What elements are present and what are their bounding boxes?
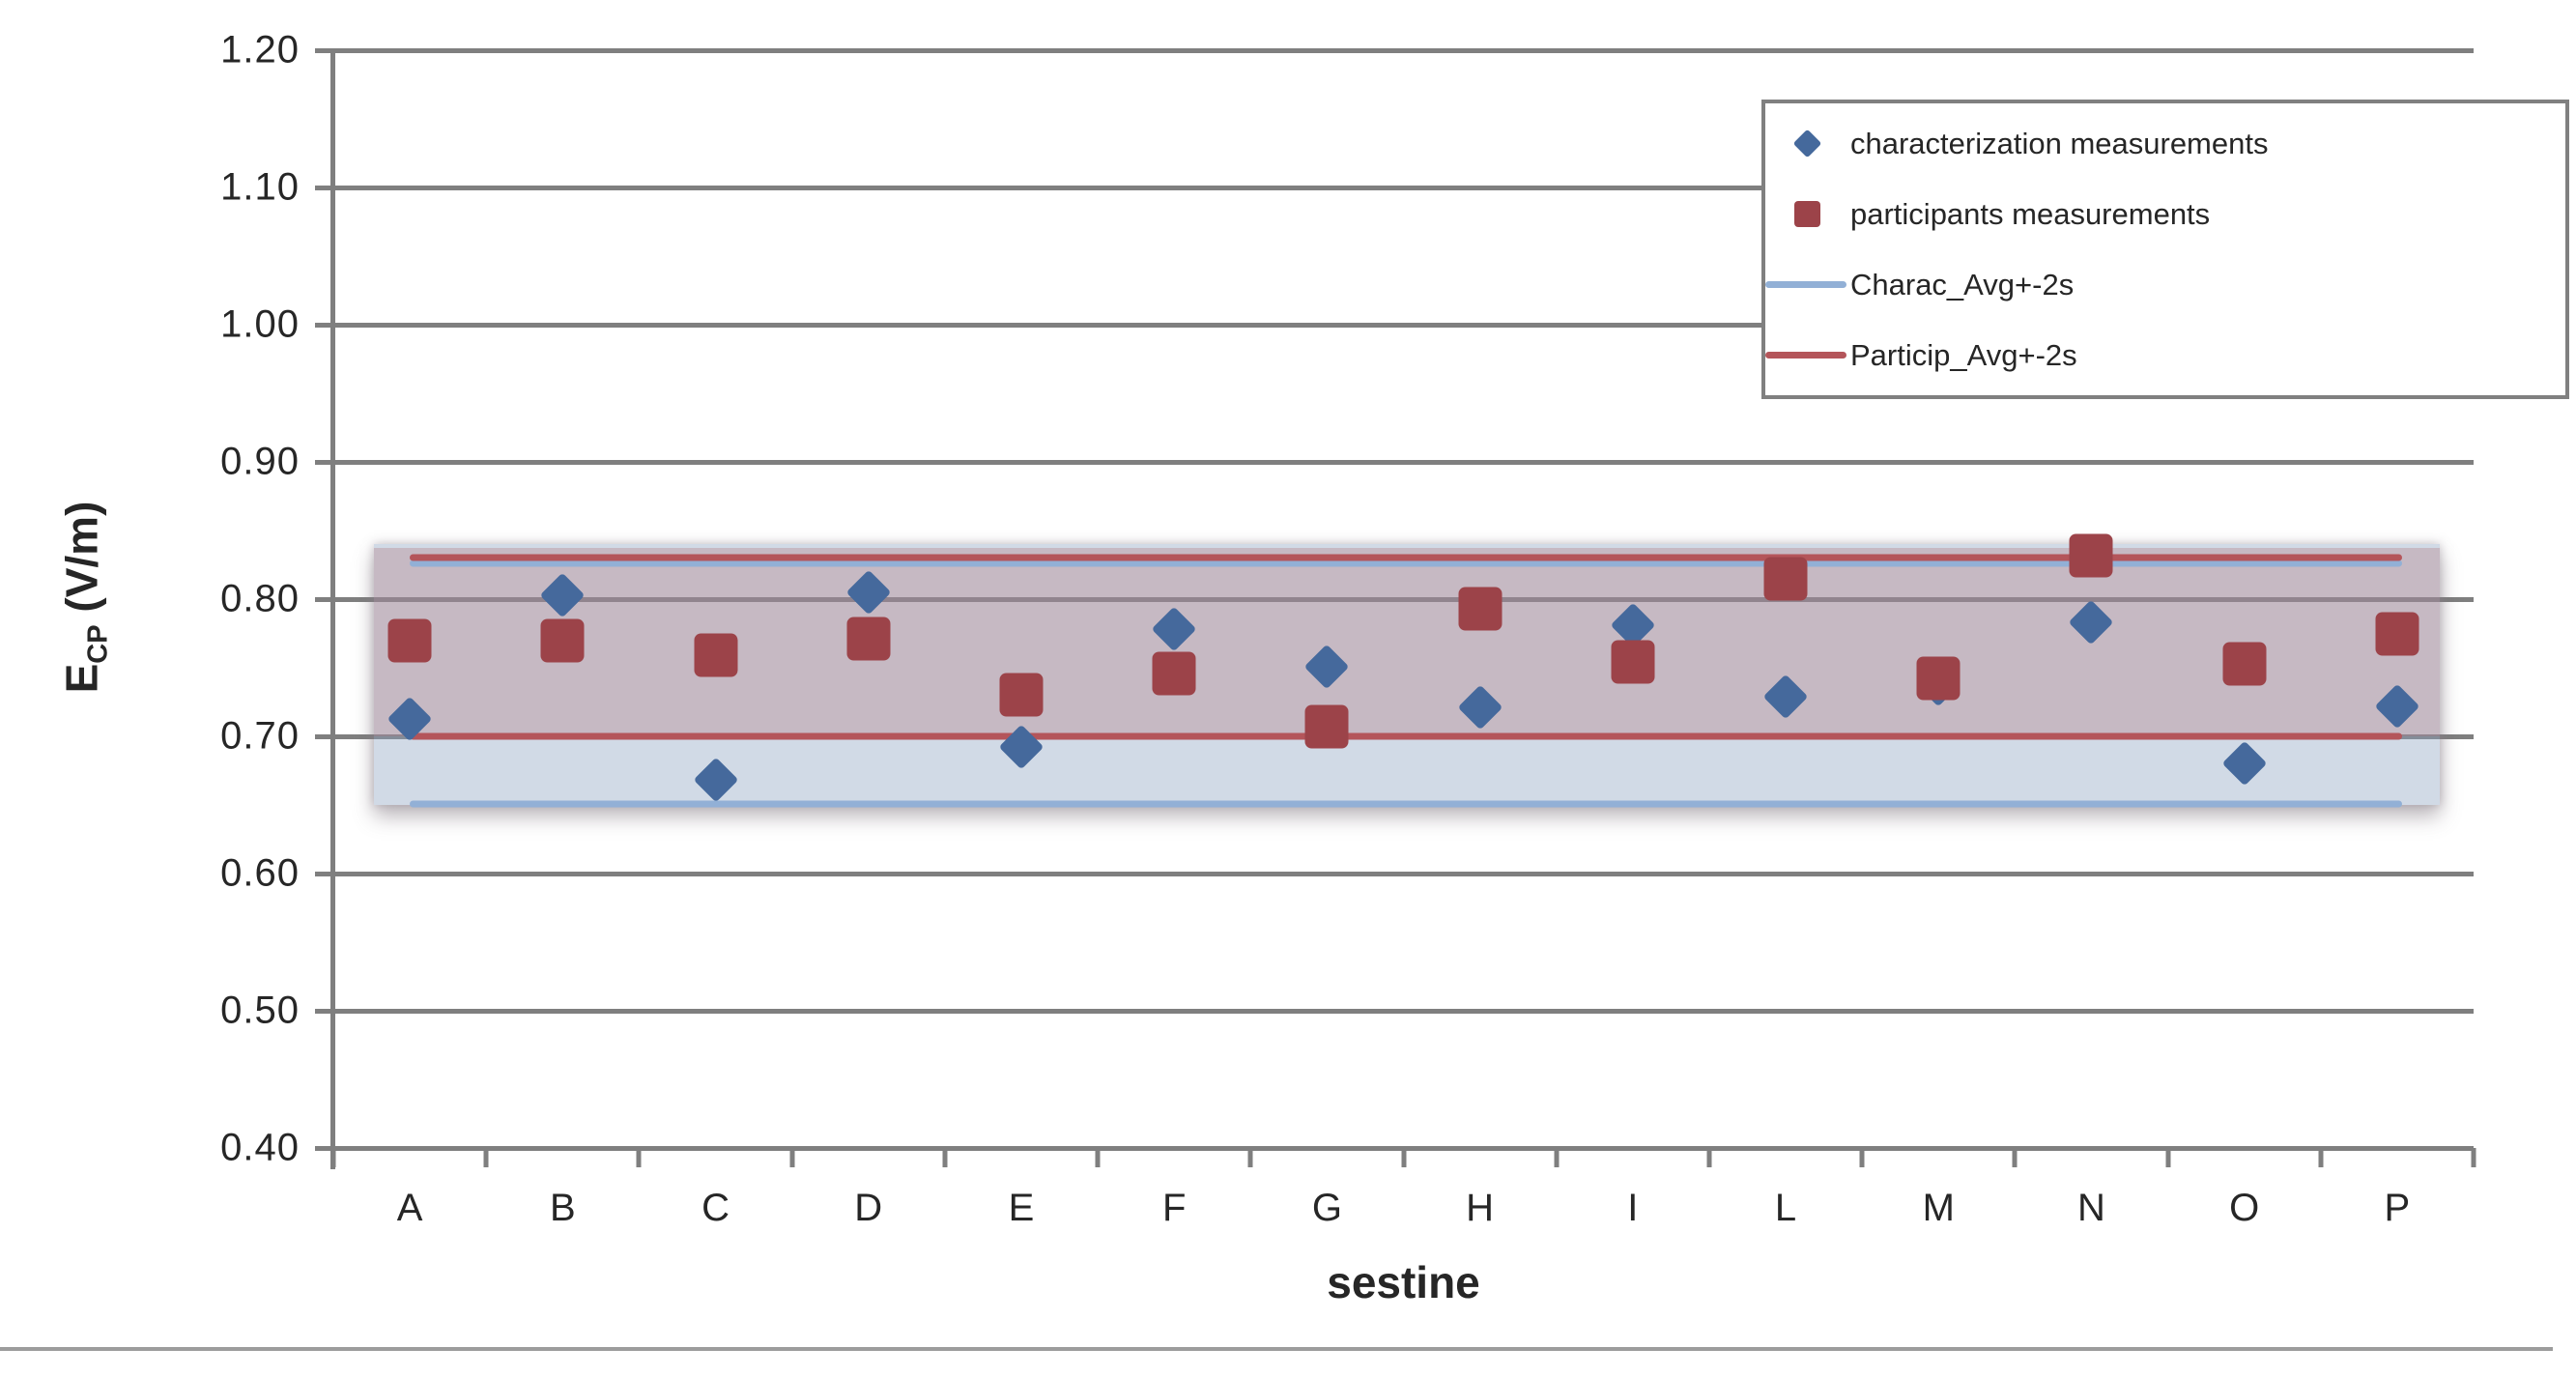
x-tick-label: M bbox=[1922, 1187, 1955, 1229]
x-tick-label: N bbox=[2077, 1187, 2105, 1229]
y-axis-tick bbox=[315, 1009, 333, 1014]
x-tick-label: F bbox=[1161, 1187, 1187, 1229]
legend-item-charac-avg: Charac_Avg+-2s bbox=[1765, 249, 2565, 320]
y-tick-label: 0.60 bbox=[220, 851, 300, 895]
square-marker bbox=[999, 673, 1044, 717]
y-axis-title: ECP (V/m) bbox=[55, 502, 114, 694]
y-tick-label: 0.70 bbox=[220, 714, 300, 758]
x-tick-label: A bbox=[396, 1187, 423, 1229]
x-axis-tick bbox=[1095, 1148, 1101, 1167]
particip-avg-line-lower bbox=[409, 732, 2402, 740]
x-axis-tick bbox=[2165, 1148, 2171, 1167]
square-marker bbox=[1304, 704, 1349, 749]
x-axis-tick bbox=[330, 1148, 336, 1167]
x-axis-tick bbox=[942, 1148, 948, 1167]
y-axis-tick bbox=[315, 460, 333, 465]
red-line-swatch-icon bbox=[1765, 352, 1846, 359]
x-axis-tick bbox=[636, 1148, 642, 1167]
blue-line-swatch-icon bbox=[1765, 281, 1846, 288]
x-tick-label: I bbox=[1627, 1187, 1639, 1229]
charac-avg-line-lower bbox=[409, 800, 2402, 808]
legend-item-participants: participants measurements bbox=[1765, 179, 2565, 249]
x-tick-label: B bbox=[549, 1187, 576, 1229]
charac-avg-line-upper bbox=[409, 559, 2402, 567]
x-tick-label: C bbox=[701, 1187, 730, 1229]
y-axis-tick bbox=[315, 186, 333, 190]
gridline bbox=[333, 1009, 2474, 1014]
x-tick-label: O bbox=[2229, 1187, 2260, 1229]
square-marker bbox=[694, 633, 738, 677]
legend-label: Charac_Avg+-2s bbox=[1850, 267, 2075, 301]
x-tick-label: H bbox=[1466, 1187, 1495, 1229]
y-axis-title-subscript: CP bbox=[82, 624, 114, 664]
x-axis-tick bbox=[483, 1148, 489, 1167]
x-tick-label: P bbox=[2384, 1187, 2411, 1229]
gridline bbox=[333, 460, 2474, 465]
x-axis-tick bbox=[2012, 1148, 2018, 1167]
square-marker bbox=[2375, 612, 2419, 655]
gridline bbox=[333, 323, 2474, 328]
x-axis-tick bbox=[1401, 1148, 1406, 1167]
x-axis-tick bbox=[789, 1148, 795, 1167]
legend-label: characterization measurements bbox=[1850, 126, 2269, 160]
diamond-marker-icon bbox=[1792, 129, 1821, 158]
x-axis-tick bbox=[2318, 1148, 2324, 1167]
square-marker bbox=[1611, 640, 1655, 684]
plot-area bbox=[330, 48, 2476, 1167]
gridline bbox=[333, 186, 2474, 190]
x-axis-tick bbox=[1247, 1148, 1253, 1167]
square-marker bbox=[1152, 651, 1196, 696]
page-divider-line bbox=[0, 1347, 2553, 1351]
band-particip bbox=[374, 548, 2440, 736]
legend-item-characterization: characterization measurements bbox=[1765, 108, 2565, 179]
y-axis-tick bbox=[315, 872, 333, 876]
y-axis-tick bbox=[315, 597, 333, 602]
square-marker bbox=[387, 618, 432, 663]
x-tick-label: D bbox=[854, 1187, 883, 1229]
y-tick-label: 0.40 bbox=[220, 1126, 300, 1169]
square-marker bbox=[540, 618, 585, 663]
square-marker bbox=[1916, 656, 1961, 701]
y-axis-title-symbol: E bbox=[56, 663, 107, 694]
x-tick-label: L bbox=[1774, 1187, 1797, 1229]
square-marker bbox=[846, 617, 891, 661]
y-tick-label: 0.80 bbox=[220, 577, 300, 620]
x-axis-tick bbox=[1706, 1148, 1712, 1167]
square-marker-icon bbox=[1793, 201, 1820, 227]
gridline bbox=[333, 48, 2474, 53]
y-tick-label: 1.00 bbox=[220, 302, 300, 346]
square-marker bbox=[2069, 533, 2113, 578]
x-axis-tick bbox=[1859, 1148, 1865, 1167]
x-tick-label: E bbox=[1008, 1187, 1035, 1229]
y-axis-tick bbox=[315, 48, 333, 53]
x-tick-label: G bbox=[1311, 1187, 1342, 1229]
square-marker bbox=[1763, 557, 1808, 601]
legend: characterization measurements participan… bbox=[1761, 100, 2569, 399]
y-tick-label: 0.50 bbox=[220, 989, 300, 1032]
y-axis-tick bbox=[315, 323, 333, 328]
y-axis-line bbox=[330, 50, 335, 1169]
x-axis-title: sestine bbox=[1327, 1257, 1480, 1307]
x-axis-tick bbox=[2471, 1148, 2476, 1167]
y-axis-title-unit: (V/m) bbox=[56, 501, 107, 625]
legend-item-particip-avg: Particip_Avg+-2s bbox=[1765, 320, 2565, 390]
y-tick-label: 0.90 bbox=[220, 440, 300, 483]
y-tick-label: 1.20 bbox=[220, 28, 300, 72]
gridline bbox=[333, 597, 2474, 602]
y-axis-tick bbox=[315, 1146, 333, 1151]
particip-avg-line-upper bbox=[409, 554, 2402, 561]
legend-label: Particip_Avg+-2s bbox=[1850, 337, 2077, 372]
square-marker bbox=[2222, 642, 2267, 686]
y-axis-tick bbox=[315, 734, 333, 739]
x-axis-tick bbox=[1554, 1148, 1560, 1167]
gridline bbox=[333, 872, 2474, 876]
y-tick-label: 1.10 bbox=[220, 165, 300, 209]
square-marker bbox=[1458, 587, 1503, 631]
legend-label: participants measurements bbox=[1850, 196, 2211, 231]
